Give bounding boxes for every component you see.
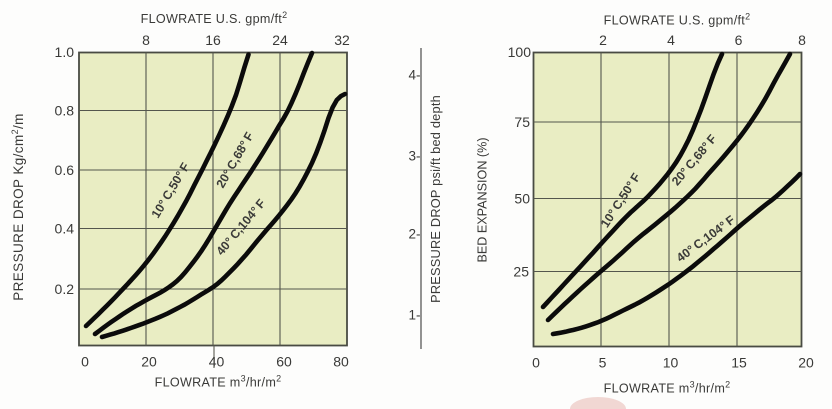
svg-text:FLOWRATE U.S. gpm/ft2: FLOWRATE U.S. gpm/ft2: [604, 12, 751, 28]
svg-text:1.0: 1.0: [55, 44, 75, 60]
svg-text:6: 6: [735, 32, 743, 48]
svg-text:40: 40: [209, 354, 225, 370]
svg-text:4: 4: [667, 32, 675, 48]
svg-text:0.6: 0.6: [55, 162, 75, 178]
svg-text:50: 50: [514, 191, 530, 207]
svg-text:60: 60: [276, 354, 292, 370]
svg-text:16: 16: [205, 32, 221, 48]
svg-text:0.2: 0.2: [55, 281, 75, 297]
svg-text:PRESSURE DROP Kg/cm2/m: PRESSURE DROP Kg/cm2/m: [10, 113, 26, 301]
svg-text:FLOWRATE U.S. gpm/ft2: FLOWRATE U.S. gpm/ft2: [141, 10, 288, 26]
svg-text:4-: 4-: [408, 68, 420, 83]
svg-text:2-: 2-: [408, 227, 420, 242]
svg-text:3-: 3-: [408, 149, 420, 164]
svg-text:25: 25: [513, 264, 529, 280]
svg-text:20: 20: [798, 355, 814, 371]
svg-text:0: 0: [532, 355, 540, 371]
svg-text:10: 10: [663, 355, 679, 371]
svg-text:100: 100: [508, 44, 532, 60]
svg-text:24: 24: [272, 32, 288, 48]
svg-text:BED EXPANSION (%): BED EXPANSION (%): [476, 137, 490, 262]
svg-text:20: 20: [141, 354, 157, 370]
svg-text:32: 32: [334, 32, 350, 48]
svg-text:PRESSURE DROP psi/ft bed depth: PRESSURE DROP psi/ft bed depth: [428, 95, 443, 303]
svg-text:2: 2: [599, 32, 607, 48]
svg-text:1-: 1-: [408, 308, 420, 323]
svg-text:8: 8: [798, 32, 806, 48]
svg-text:FLOWRATE m3/hr/m2: FLOWRATE m3/hr/m2: [604, 380, 731, 396]
svg-text:FLOWRATE m3/hr/m2: FLOWRATE m3/hr/m2: [155, 374, 282, 390]
svg-text:0.4: 0.4: [55, 221, 75, 237]
svg-text:75: 75: [514, 114, 530, 130]
svg-text:0: 0: [81, 354, 89, 370]
svg-text:80: 80: [333, 354, 349, 370]
svg-text:0.8: 0.8: [55, 103, 75, 119]
svg-text:8: 8: [142, 32, 150, 48]
svg-text:5: 5: [599, 355, 607, 371]
svg-text:15: 15: [731, 355, 747, 371]
